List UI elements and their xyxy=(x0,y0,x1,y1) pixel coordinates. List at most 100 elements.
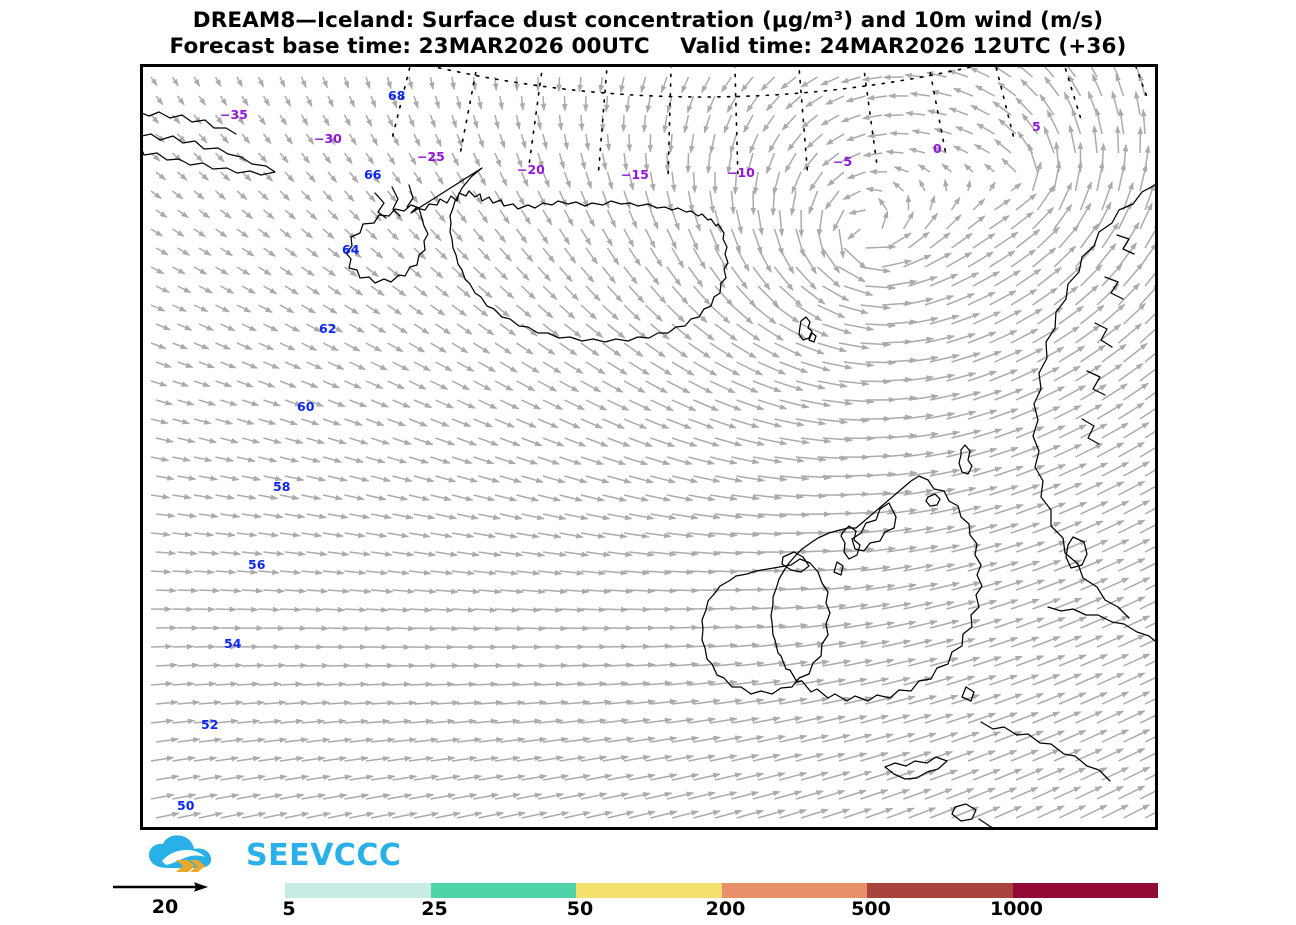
wind-vector xyxy=(714,323,738,342)
wind-vector xyxy=(451,718,477,725)
wind-vector xyxy=(1080,423,1108,439)
wind-vector xyxy=(513,76,520,92)
wind-vector xyxy=(456,625,481,632)
wind-vector xyxy=(817,304,846,319)
wind-vector xyxy=(752,266,771,291)
wind-vector xyxy=(881,210,889,230)
wind-vector xyxy=(1111,90,1120,116)
wind-vector xyxy=(451,532,475,539)
wind-vector xyxy=(284,737,309,743)
forecast-map[interactable]: 68 66 64 62 60 58 56 54 52 50 −35 −30 −2… xyxy=(140,64,1158,830)
wind-vector xyxy=(645,643,673,650)
wind-vector xyxy=(602,606,629,613)
wind-vector xyxy=(865,244,897,250)
wind-vector xyxy=(688,717,716,724)
wind-vector xyxy=(494,266,508,281)
wind-vector xyxy=(623,680,651,687)
wind-vector xyxy=(1015,617,1045,629)
wind-vector xyxy=(1010,786,1039,800)
wind-vector xyxy=(580,152,587,170)
wind-vector xyxy=(1139,485,1155,496)
wind-vector xyxy=(365,456,386,464)
wind-vector xyxy=(391,209,403,222)
wind-vector xyxy=(989,408,1019,420)
wind-vector xyxy=(917,164,931,173)
wind-vector xyxy=(1038,67,1055,78)
wind-vector xyxy=(451,569,476,576)
wind-vector xyxy=(714,772,743,781)
wind-vector xyxy=(542,209,553,226)
wind-vector xyxy=(800,437,832,444)
wind-vector xyxy=(909,91,931,98)
wind-vector xyxy=(994,617,1024,629)
wind-vector xyxy=(451,456,473,465)
wind-vector xyxy=(387,494,409,501)
wind-vector xyxy=(800,474,832,481)
wind-vector xyxy=(666,643,695,649)
wind-vector xyxy=(1010,182,1022,192)
wind-vector xyxy=(171,76,179,87)
wind-vector xyxy=(215,418,234,425)
wind-vector xyxy=(150,493,171,500)
wind-vector xyxy=(370,737,396,743)
coastline-norway-fjord-3 xyxy=(1094,322,1113,348)
coastline-faroe-small xyxy=(808,332,817,343)
wind-vector xyxy=(967,637,997,648)
wind-vector xyxy=(387,718,412,725)
wind-vector xyxy=(929,769,958,781)
wind-vector xyxy=(301,793,326,800)
wind-vector xyxy=(1010,249,1037,268)
wind-vector xyxy=(752,380,782,393)
wind-vector xyxy=(521,475,544,484)
wind-vector xyxy=(177,737,201,743)
wind-vector xyxy=(236,114,245,126)
wind-vector xyxy=(1010,328,1039,344)
wind-vector xyxy=(800,622,830,629)
wind-vector xyxy=(1032,711,1061,724)
wind-vector xyxy=(645,418,670,430)
wind-vector xyxy=(714,437,743,447)
wind-vector xyxy=(258,456,278,463)
wind-vector xyxy=(499,437,521,447)
wind-vector xyxy=(327,437,347,445)
wind-vector xyxy=(709,754,738,762)
wind-vector xyxy=(946,750,975,762)
wind-vector xyxy=(1037,654,1066,667)
wind-vector xyxy=(650,587,678,594)
wind-vector xyxy=(241,285,256,295)
wind-vector xyxy=(155,247,169,256)
wind-vector xyxy=(559,607,585,613)
wind-vector xyxy=(193,304,209,313)
wind-vector xyxy=(370,399,389,408)
wind-vector xyxy=(607,810,635,819)
dust-concentration-colorbar[interactable] xyxy=(285,883,1158,898)
wind-vector xyxy=(688,532,716,538)
wind-vector xyxy=(773,266,794,291)
wind-vector xyxy=(994,309,1022,325)
forecast-time-subtitle: Forecast base time: 23MAR2026 00UTC Vali… xyxy=(169,34,1127,59)
wind-vector xyxy=(537,494,561,502)
wind-vector xyxy=(542,323,560,337)
wind-vector xyxy=(473,304,489,317)
wind-vector xyxy=(951,581,982,591)
wind-vector xyxy=(279,532,301,538)
wind-vector xyxy=(1037,730,1066,743)
wind-vector xyxy=(1080,653,1108,667)
wind-vector xyxy=(344,456,364,464)
wind-vector xyxy=(542,551,568,558)
wind-vector xyxy=(1080,304,1105,325)
wind-vector xyxy=(598,76,605,93)
wind-vector xyxy=(994,198,1011,211)
coastline-orkney xyxy=(925,493,941,507)
wind-vector xyxy=(994,139,1012,154)
wind-vector xyxy=(172,643,195,650)
wind-vector xyxy=(800,808,829,819)
chart-title-block: DREAM8—Iceland: Surface dust concentrati… xyxy=(0,8,1296,60)
wind-vector xyxy=(198,399,217,406)
wind-vector xyxy=(177,361,194,369)
wind-vector xyxy=(774,678,803,686)
wind-vector xyxy=(757,697,787,705)
coastline-wash-estuary xyxy=(961,686,975,702)
wind-vector xyxy=(219,171,231,182)
wind-vector xyxy=(472,152,481,167)
